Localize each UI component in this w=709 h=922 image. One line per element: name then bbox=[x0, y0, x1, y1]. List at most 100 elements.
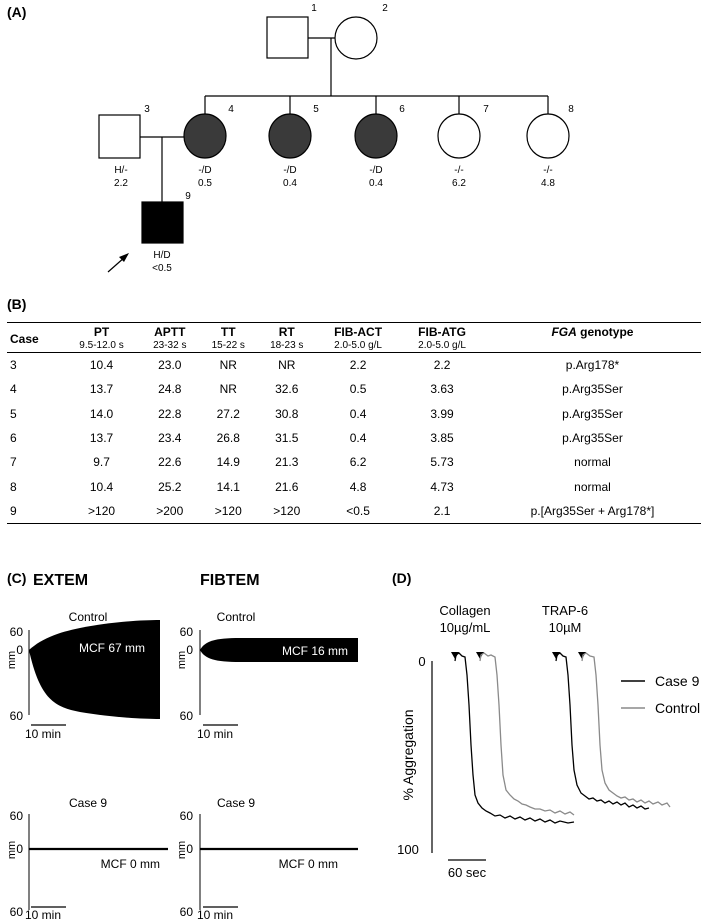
coagulation-table: Case PT 9.5-12.0 s APTT 23-32 s TT 15-22 s … bbox=[7, 322, 701, 524]
individual-8-id: 8 bbox=[568, 104, 574, 115]
individual-5-genotype: -/D bbox=[283, 165, 296, 176]
extem-control-tick-top: 60 bbox=[10, 625, 24, 639]
cell-fib-act: 6.2 bbox=[349, 455, 367, 470]
cell-genotype: p.Arg35Ser bbox=[562, 406, 623, 421]
legend-control-label: Control bbox=[655, 700, 700, 716]
cell-rt: 32.6 bbox=[275, 382, 299, 397]
individual-3-symbol bbox=[98, 114, 141, 159]
col-header-fib-act: FIB-ACT 2.0-5.0 g/L bbox=[334, 325, 383, 351]
cell-case: 9 bbox=[10, 503, 17, 518]
extem-case-tick-bot: 60 bbox=[10, 905, 24, 919]
cell-genotype: normal bbox=[574, 455, 611, 470]
table-row: 8 10.4 25.2 14.1 21.6 4.8 4.73 normal bbox=[7, 474, 701, 498]
extem-control-axis-unit: mm bbox=[6, 651, 18, 669]
fibtem-case-tick-mid: 0 bbox=[186, 842, 193, 856]
cell-fib-act: <0.5 bbox=[346, 503, 370, 518]
pedigree-chart: 1 2 3 4 5 6 7 8 9 H/- 2.2 -/D 0.5 -/D 0.… bbox=[98, 3, 574, 274]
individual-8-symbol bbox=[526, 113, 570, 159]
cell-tt: NR bbox=[219, 358, 237, 373]
agg-y-bottom: 100 bbox=[397, 842, 419, 857]
collagen-case-trace bbox=[454, 652, 575, 824]
table-row: 5 14.0 22.8 27.2 30.8 0.4 3.99 p.Arg35Ser bbox=[7, 402, 701, 426]
fibtem-case-scale-label: 10 min bbox=[197, 908, 233, 922]
cell-tt: 27.2 bbox=[216, 406, 240, 421]
cell-fib-atg: 2.1 bbox=[433, 503, 451, 518]
pedigree-symbols bbox=[98, 16, 570, 244]
col-header-rt: RT 18-23 s bbox=[270, 325, 304, 351]
extem-control-mcf: MCF 67 mm bbox=[79, 641, 145, 655]
individual-9-genotype: H/D bbox=[153, 250, 170, 261]
individual-6-fib: 0.4 bbox=[369, 178, 383, 189]
collagen-control-trace bbox=[479, 652, 575, 816]
cell-aptt: >200 bbox=[156, 503, 184, 518]
cell-fib-atg: 4.73 bbox=[430, 479, 454, 494]
agg-ylabel: % Aggregation bbox=[400, 709, 416, 800]
cell-fib-act: 4.8 bbox=[349, 479, 367, 494]
cell-case: 8 bbox=[10, 479, 17, 494]
cell-fib-atg: 2.2 bbox=[433, 358, 451, 373]
cell-tt: >120 bbox=[214, 503, 242, 518]
individual-7-fib: 6.2 bbox=[452, 178, 466, 189]
individual-6-id: 6 bbox=[399, 104, 405, 115]
extem-control-label: Control bbox=[69, 610, 108, 624]
individual-3-id: 3 bbox=[144, 104, 150, 115]
cell-genotype: p.Arg35Ser bbox=[562, 382, 623, 397]
pedigree-lines bbox=[140, 37, 549, 222]
cell-rt: >120 bbox=[273, 503, 301, 518]
fibtem-case-mcf: MCF 0 mm bbox=[279, 857, 338, 871]
fibtem-case-tick-bot: 60 bbox=[180, 905, 194, 919]
cell-tt: NR bbox=[219, 382, 237, 397]
agonist1-name: Collagen bbox=[439, 603, 490, 618]
col-header-pt: PT 9.5-12.0 s bbox=[79, 325, 124, 351]
col-header-tt: TT 15-22 s bbox=[211, 325, 245, 351]
agonist2-name: TRAP-6 bbox=[542, 603, 588, 618]
cell-fib-atg: 3.63 bbox=[430, 382, 454, 397]
fibtem-control-trace bbox=[200, 638, 358, 662]
cell-fib-atg: 3.99 bbox=[430, 406, 454, 421]
aggregation-chart: Collagen 10µg/mL TRAP-6 10µM 0 100 % Agg… bbox=[397, 603, 700, 880]
cell-tt: 14.9 bbox=[216, 455, 240, 470]
cell-rt: 21.3 bbox=[275, 455, 299, 470]
individual-5-symbol bbox=[268, 113, 312, 159]
extem-control-tick-mid: 0 bbox=[16, 643, 23, 657]
cell-fib-act: 2.2 bbox=[349, 358, 367, 373]
individual-4-genotype: -/D bbox=[198, 165, 211, 176]
agg-y-top: 0 bbox=[418, 654, 425, 669]
fibtem-case-axis-unit: mm bbox=[176, 841, 188, 859]
panel-label-c: (C) bbox=[7, 570, 27, 586]
cell-pt: 14.0 bbox=[89, 406, 114, 421]
individual-4-fib: 0.5 bbox=[198, 178, 212, 189]
individual-8-fib: 4.8 bbox=[541, 178, 555, 189]
table-header-row: Case PT 9.5-12.0 s APTT 23-32 s TT 15-22 s … bbox=[7, 322, 701, 353]
cell-rt: 30.8 bbox=[275, 406, 299, 421]
table-row: 6 13.7 23.4 26.8 31.5 0.4 3.85 p.Arg35Ser bbox=[7, 426, 701, 450]
cell-genotype: p.Arg35Ser bbox=[562, 431, 623, 446]
cell-fib-act: 0.5 bbox=[349, 382, 367, 397]
cell-fib-act: 0.4 bbox=[349, 406, 367, 421]
extem-title: EXTEM bbox=[33, 572, 89, 589]
trap-case-trace bbox=[555, 652, 650, 810]
trap-control-trace bbox=[581, 652, 671, 808]
panel-label-d: (D) bbox=[392, 570, 412, 586]
cell-genotype: p.[Arg35Ser + Arg178*] bbox=[530, 503, 655, 518]
individual-6-genotype: -/D bbox=[369, 165, 382, 176]
individual-1-symbol bbox=[266, 16, 309, 59]
fibtem-control-label: Control bbox=[217, 610, 256, 624]
individual-1-id: 1 bbox=[311, 3, 317, 14]
cell-rt: NR bbox=[278, 358, 296, 373]
extem-case-tick-top: 60 bbox=[10, 809, 24, 823]
extem-control-tick-bot: 60 bbox=[10, 709, 24, 723]
individual-5-id: 5 bbox=[313, 104, 319, 115]
cell-tt: 26.8 bbox=[216, 431, 240, 446]
table-row: 4 13.7 24.8 NR 32.6 0.5 3.63 p.Arg35Ser bbox=[7, 377, 701, 401]
cell-aptt: 22.6 bbox=[158, 455, 182, 470]
individual-7-genotype: -/- bbox=[454, 165, 463, 176]
extem-control-scale-label: 10 min bbox=[25, 727, 61, 741]
cell-genotype: p.Arg178* bbox=[565, 358, 620, 373]
individual-2-id: 2 bbox=[382, 3, 388, 14]
individual-6-symbol bbox=[354, 113, 398, 159]
fibtem-control-mcf: MCF 16 mm bbox=[282, 644, 348, 658]
table-row: 7 9.7 22.6 14.9 21.3 6.2 5.73 normal bbox=[7, 450, 701, 474]
agonist2-dose: 10µM bbox=[549, 620, 582, 635]
individual-5-fib: 0.4 bbox=[283, 178, 297, 189]
